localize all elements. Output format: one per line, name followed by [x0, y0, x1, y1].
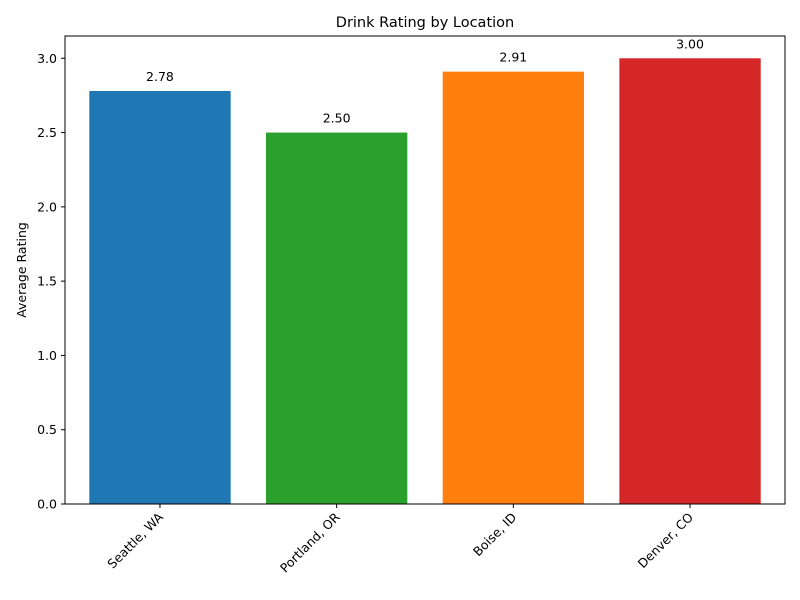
x-tick-label: Denver, CO	[635, 509, 697, 571]
y-tick-label: 2.0	[37, 199, 57, 214]
plot-area: 0.0 0.5 1.0 1.5 2.0 2.5 3.0 2.78 Seattle, WA 2.50…	[37, 36, 761, 575]
x-tick-label: Seattle, WA	[104, 509, 166, 571]
bar-value-label: 2.78	[146, 69, 174, 84]
y-tick-label: 0.5	[37, 422, 57, 437]
y-tick-label: 3.0	[37, 51, 57, 66]
bar	[442, 71, 585, 505]
y-axis-label: Average Rating	[14, 222, 29, 318]
y-tick-label: 1.0	[37, 348, 57, 363]
y-tick-label: 0.0	[37, 497, 57, 512]
bar-value-label: 3.00	[676, 36, 704, 51]
chart-title: Drink Rating by Location	[336, 15, 514, 31]
bar-value-label: 2.50	[323, 111, 351, 126]
y-tick-label: 2.5	[37, 125, 57, 140]
bar	[619, 58, 761, 505]
bar	[265, 132, 408, 505]
y-tick-label: 1.5	[37, 274, 57, 289]
x-tick-label: Portland, OR	[277, 509, 343, 575]
x-tick-label: Boise, ID	[470, 510, 520, 560]
bar-value-label: 2.91	[499, 50, 527, 65]
bar	[89, 90, 231, 504]
plot-frame	[64, 35, 786, 505]
